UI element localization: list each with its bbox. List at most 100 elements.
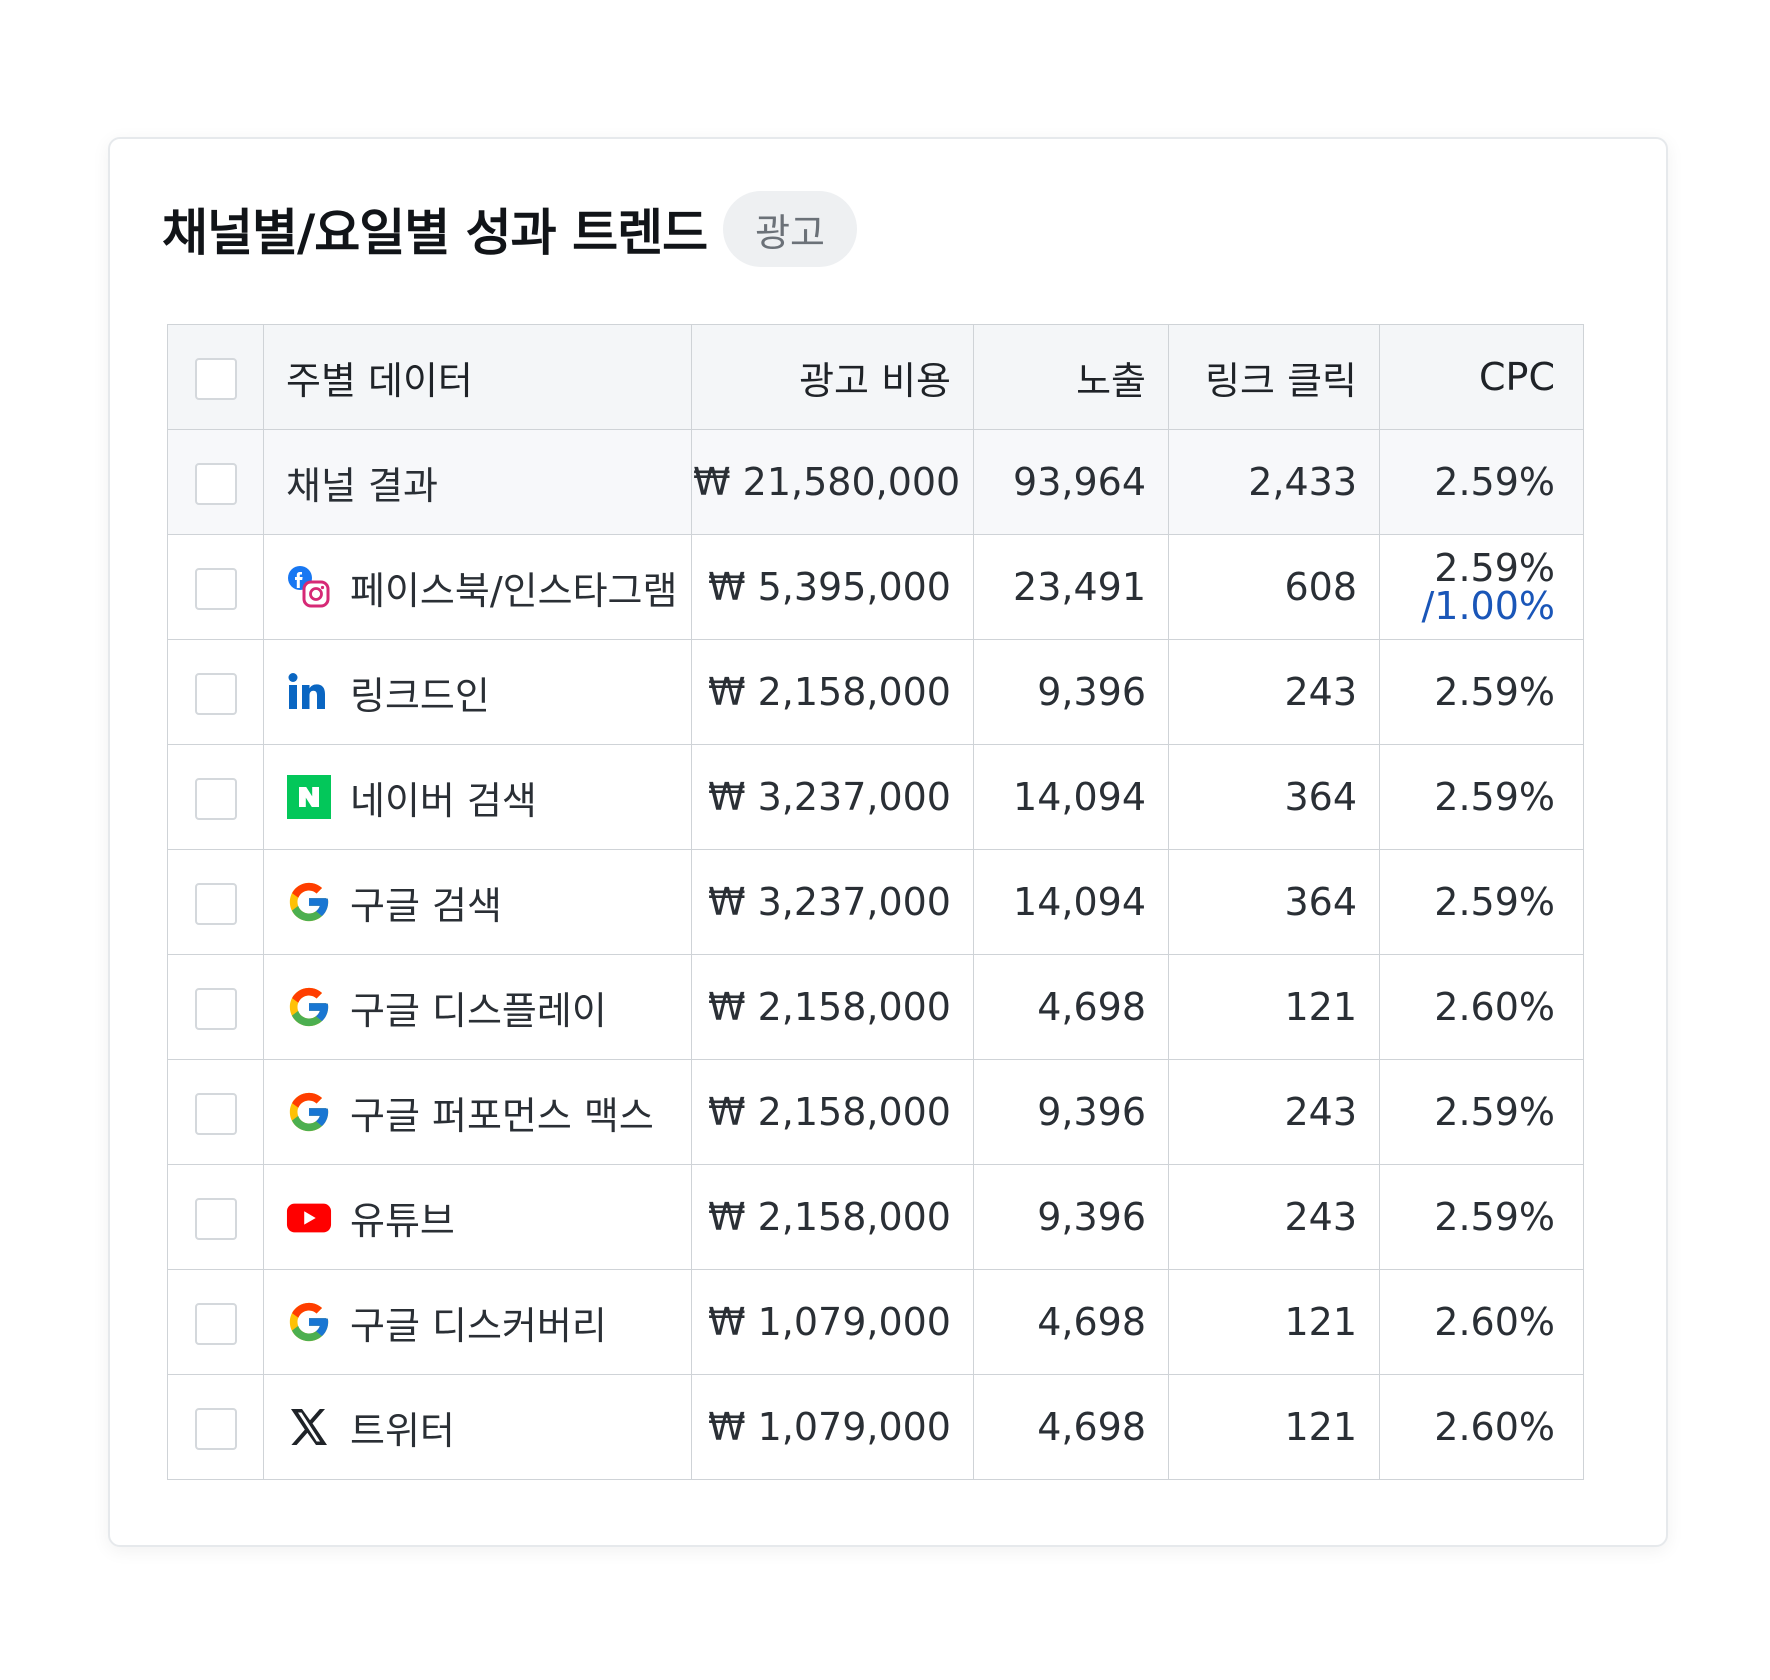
channel-name-cell: 링크드인 — [263, 639, 692, 745]
summary-row[interactable]: 채널 결과 ₩ 21,580,000 93,964 2,433 2.59% — [167, 429, 1584, 535]
table-row[interactable]: 페이스북/인스타그램 ₩ 5,395,000 23,491 608 2.59%/1.00… — [167, 534, 1584, 640]
cpc-cell: 2.60% — [1379, 1374, 1584, 1480]
row-checkbox-cell — [167, 849, 264, 955]
table-row[interactable]: 유튜브 ₩ 2,158,000 9,396 243 2.59% — [167, 1164, 1584, 1270]
cpc-value: 2.60% — [1434, 1300, 1555, 1344]
channel-name: 네이버 검색 — [350, 778, 537, 823]
table-row[interactable]: 구글 검색 ₩ 3,237,000 14,094 364 2.59% — [167, 849, 1584, 955]
row-checkbox-cell — [167, 534, 264, 640]
impressions-cell: 93,964 — [973, 429, 1169, 535]
card-header: 채널별/요일별 성과 트렌드 광고 — [162, 191, 857, 267]
cpc-cell: 2.59% — [1379, 849, 1584, 955]
cost-cell: ₩ 2,158,000 — [691, 1164, 974, 1270]
cpc-cell: 2.59% — [1379, 639, 1584, 745]
table-header-row: 주별 데이터 광고 비용 노출 링크 클릭 CPC — [167, 324, 1584, 430]
cpc-value: 2.59% — [1434, 546, 1555, 590]
row-checkbox[interactable] — [194, 567, 237, 610]
channel-name: 구글 디스플레이 — [350, 988, 607, 1033]
table-row[interactable]: 트위터 ₩ 1,079,000 4,698 121 2.60% — [167, 1374, 1584, 1480]
category-badge: 광고 — [723, 191, 857, 267]
cpc-value: 2.59% — [1434, 460, 1555, 504]
row-checkbox[interactable] — [194, 672, 237, 715]
column-header-name[interactable]: 주별 데이터 — [263, 324, 692, 430]
facebook-instagram-icon — [286, 564, 332, 610]
row-checkbox[interactable] — [194, 462, 237, 505]
column-header-cost[interactable]: 광고 비용 — [691, 324, 974, 430]
row-checkbox[interactable] — [194, 882, 237, 925]
cost-cell: ₩ 1,079,000 — [691, 1269, 974, 1375]
row-checkbox-cell — [167, 429, 264, 535]
channel-name: 구글 검색 — [350, 883, 502, 928]
cost-cell: ₩ 2,158,000 — [691, 1059, 974, 1165]
column-header-impressions[interactable]: 노출 — [973, 324, 1169, 430]
channel-name-cell: 구글 퍼포먼스 맥스 — [263, 1059, 692, 1165]
cpc-cell: 2.60% — [1379, 1269, 1584, 1375]
channel-name: 유튜브 — [350, 1198, 455, 1243]
table-row[interactable]: 네이버 검색 ₩ 3,237,000 14,094 364 2.59% — [167, 744, 1584, 850]
channel-name-cell: 페이스북/인스타그램 — [263, 534, 692, 640]
channel-name: 페이스북/인스타그램 — [350, 568, 678, 613]
google-icon — [286, 1299, 332, 1345]
channel-name-cell: 채널 결과 — [263, 429, 692, 535]
cost-cell: ₩ 5,395,000 — [691, 534, 974, 640]
cpc-cell: 2.59% — [1379, 1059, 1584, 1165]
row-checkbox[interactable] — [194, 1407, 237, 1450]
row-checkbox-cell — [167, 1374, 264, 1480]
cpc-value: 2.59% — [1434, 880, 1555, 924]
channel-name-cell: 네이버 검색 — [263, 744, 692, 850]
channel-name-cell: 구글 디스플레이 — [263, 954, 692, 1060]
column-header-clicks[interactable]: 링크 클릭 — [1168, 324, 1380, 430]
column-header-cpc[interactable]: CPC — [1379, 324, 1584, 430]
header-checkbox-cell — [167, 324, 264, 430]
table-row[interactable]: 구글 디스플레이 ₩ 2,158,000 4,698 121 2.60% — [167, 954, 1584, 1060]
google-icon — [286, 1089, 332, 1135]
table-row[interactable]: 링크드인 ₩ 2,158,000 9,396 243 2.59% — [167, 639, 1584, 745]
channel-name-cell: 유튜브 — [263, 1164, 692, 1270]
cpc-value: 2.59% — [1434, 1195, 1555, 1239]
row-checkbox-cell — [167, 639, 264, 745]
channel-name: 구글 퍼포먼스 맥스 — [350, 1093, 654, 1138]
impressions-cell: 4,698 — [973, 1374, 1169, 1480]
impressions-cell: 9,396 — [973, 1059, 1169, 1165]
row-checkbox[interactable] — [194, 777, 237, 820]
cost-cell: ₩ 1,079,000 — [691, 1374, 974, 1480]
impressions-cell: 14,094 — [973, 849, 1169, 955]
clicks-cell: 364 — [1168, 744, 1380, 850]
impressions-cell: 9,396 — [973, 639, 1169, 745]
youtube-icon — [286, 1194, 332, 1240]
row-checkbox-cell — [167, 1164, 264, 1270]
cost-cell: ₩ 2,158,000 — [691, 954, 974, 1060]
google-icon — [286, 879, 332, 925]
select-all-checkbox[interactable] — [194, 357, 237, 400]
page-title: 채널별/요일별 성과 트렌드 — [162, 204, 708, 262]
performance-trend-card: 채널별/요일별 성과 트렌드 광고 주별 데이터 광고 비용 노출 링크 클릭 … — [108, 137, 1668, 1547]
cpc-value: 2.59% — [1434, 775, 1555, 819]
channel-name-cell: 구글 디스커버리 — [263, 1269, 692, 1375]
row-checkbox-cell — [167, 1269, 264, 1375]
channel-name: 트위터 — [350, 1408, 455, 1453]
row-checkbox[interactable] — [194, 1197, 237, 1240]
row-checkbox[interactable] — [194, 1092, 237, 1135]
linkedin-icon — [286, 669, 332, 715]
cpc-value: 2.60% — [1434, 1405, 1555, 1449]
clicks-cell: 243 — [1168, 1059, 1380, 1165]
cpc-cell: 2.60% — [1379, 954, 1584, 1060]
impressions-cell: 23,491 — [973, 534, 1169, 640]
channel-name-cell: 트위터 — [263, 1374, 692, 1480]
cpc-value: 2.60% — [1434, 985, 1555, 1029]
row-checkbox[interactable] — [194, 987, 237, 1030]
cost-cell: ₩ 3,237,000 — [691, 744, 974, 850]
impressions-cell: 4,698 — [973, 954, 1169, 1060]
channel-name: 구글 디스커버리 — [350, 1303, 607, 1348]
cpc-cell: 2.59%/1.00% — [1379, 534, 1584, 640]
cost-cell: ₩ 2,158,000 — [691, 639, 974, 745]
cpc-secondary-value: /1.00% — [1421, 584, 1555, 628]
row-checkbox[interactable] — [194, 1302, 237, 1345]
cpc-cell: 2.59% — [1379, 429, 1584, 535]
table-row[interactable]: 구글 디스커버리 ₩ 1,079,000 4,698 121 2.60% — [167, 1269, 1584, 1375]
impressions-cell: 14,094 — [973, 744, 1169, 850]
clicks-cell: 2,433 — [1168, 429, 1380, 535]
cpc-cell: 2.59% — [1379, 744, 1584, 850]
table-row[interactable]: 구글 퍼포먼스 맥스 ₩ 2,158,000 9,396 243 2.59% — [167, 1059, 1584, 1165]
impressions-cell: 9,396 — [973, 1164, 1169, 1270]
